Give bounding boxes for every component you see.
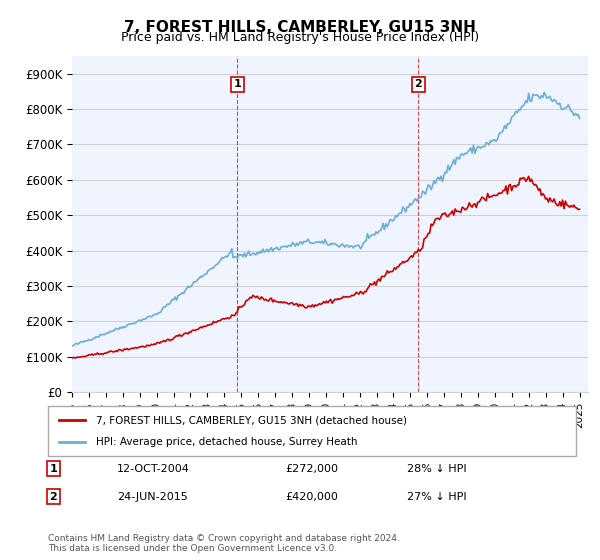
Text: 12-OCT-2004: 12-OCT-2004 xyxy=(116,464,190,474)
Text: £272,000: £272,000 xyxy=(286,464,338,474)
Text: 7, FOREST HILLS, CAMBERLEY, GU15 3NH (detached house): 7, FOREST HILLS, CAMBERLEY, GU15 3NH (de… xyxy=(95,415,407,425)
Text: £420,000: £420,000 xyxy=(286,492,338,502)
Text: 27% ↓ HPI: 27% ↓ HPI xyxy=(407,492,467,502)
FancyBboxPatch shape xyxy=(48,406,576,456)
Text: Price paid vs. HM Land Registry's House Price Index (HPI): Price paid vs. HM Land Registry's House … xyxy=(121,31,479,44)
Text: 1: 1 xyxy=(233,80,241,89)
Text: 7, FOREST HILLS, CAMBERLEY, GU15 3NH: 7, FOREST HILLS, CAMBERLEY, GU15 3NH xyxy=(124,20,476,35)
Text: 24-JUN-2015: 24-JUN-2015 xyxy=(116,492,187,502)
Text: Contains HM Land Registry data © Crown copyright and database right 2024.
This d: Contains HM Land Registry data © Crown c… xyxy=(48,534,400,553)
Text: 1: 1 xyxy=(49,464,57,474)
Text: 2: 2 xyxy=(49,492,57,502)
Text: 2: 2 xyxy=(415,80,422,89)
Text: HPI: Average price, detached house, Surrey Heath: HPI: Average price, detached house, Surr… xyxy=(95,437,357,447)
Text: 28% ↓ HPI: 28% ↓ HPI xyxy=(407,464,467,474)
